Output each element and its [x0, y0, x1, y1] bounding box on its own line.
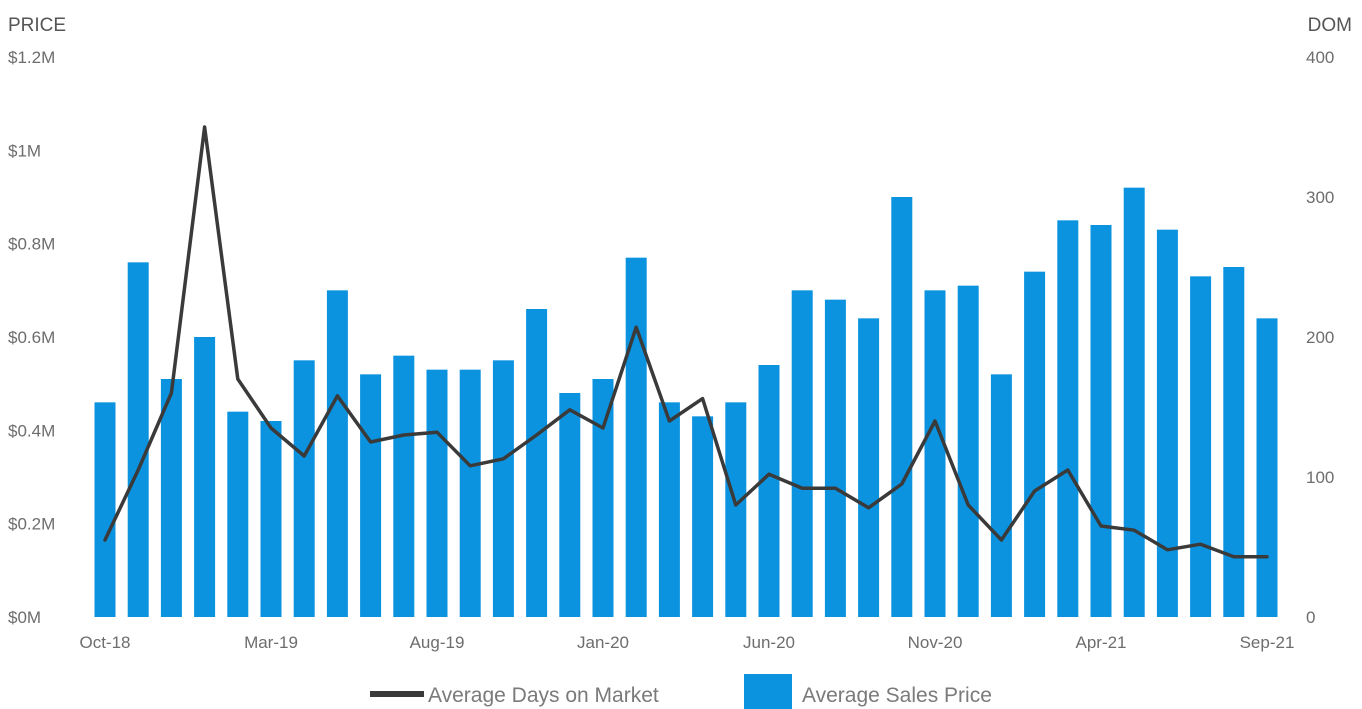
price-bar [227, 411, 249, 617]
price-bar [526, 309, 548, 617]
right-tick-label: 0 [1306, 608, 1315, 627]
x-axis-ticks: Oct-18 Mar-19 Aug-19 Jan-20 Jun-20 Nov-20 Apr-… [79, 633, 1294, 652]
price-bar [592, 379, 614, 617]
price-bar [426, 369, 448, 617]
x-tick-label: Mar-19 [244, 633, 298, 652]
price-bar [990, 374, 1012, 617]
x-tick-label: Nov-20 [908, 633, 963, 652]
legend-item-days-on-market: Average Days on Market [428, 684, 659, 707]
price-bar [1024, 271, 1046, 617]
price-bar [1223, 267, 1245, 617]
right-tick-label: 200 [1306, 328, 1334, 347]
x-tick-label: Jan-20 [577, 633, 629, 652]
price-bar [127, 262, 149, 617]
right-axis-title: DOM [1308, 15, 1352, 36]
left-tick-label: $0.8M [8, 235, 55, 254]
price-bar [393, 355, 415, 617]
price-bar [1190, 276, 1212, 617]
price-bar [725, 402, 747, 617]
left-tick-label: $0.4M [8, 421, 55, 440]
price-bar [692, 416, 714, 617]
left-tick-label: $1M [8, 141, 41, 160]
price-bar [293, 360, 315, 617]
price-bar [194, 337, 216, 617]
price-bar [1057, 220, 1079, 618]
x-tick-label: Aug-19 [410, 633, 465, 652]
price-bars [94, 187, 1278, 618]
price-bar [559, 393, 581, 617]
price-bar [824, 299, 846, 617]
x-tick-label: Oct-18 [79, 633, 130, 652]
left-axis-ticks: $0M $0.2M $0.4M $0.6M $0.8M $1M $1.2M [8, 48, 55, 627]
price-bar [858, 318, 880, 617]
price-bar [1123, 187, 1145, 617]
right-tick-label: 400 [1306, 48, 1334, 67]
x-tick-label: Sep-21 [1240, 633, 1295, 652]
price-bar [326, 290, 348, 617]
dom-line-group [103, 125, 1269, 559]
left-tick-label: $0.6M [8, 328, 55, 347]
price-bar [957, 285, 979, 617]
price-bar [492, 360, 514, 617]
left-axis-title: PRICE [8, 15, 66, 36]
price-bar [625, 257, 647, 617]
left-tick-label: $0M [8, 608, 41, 627]
left-tick-label: $1.2M [8, 48, 55, 67]
price-bar [260, 421, 282, 617]
price-bar [360, 374, 382, 617]
price-bar [1090, 225, 1112, 617]
price-bar [1256, 318, 1278, 617]
price-bar [459, 369, 481, 617]
price-bar [94, 402, 116, 617]
price-bar [1156, 229, 1178, 617]
legend-bar-swatch [744, 674, 792, 709]
price-bar [924, 290, 946, 617]
price-bar [160, 379, 182, 617]
right-tick-label: 100 [1306, 468, 1334, 487]
price-bar [791, 290, 813, 617]
price-bar [758, 365, 780, 617]
price-bar [658, 402, 680, 617]
days-on-market-line [103, 125, 1269, 559]
price-bar [891, 197, 913, 617]
legend: Average Days on Market Average Sales Pri… [370, 674, 992, 709]
legend-item-sales-price: Average Sales Price [802, 684, 992, 707]
legend-line-swatch [370, 691, 424, 697]
x-tick-label: Apr-21 [1075, 633, 1126, 652]
left-tick-label: $0.2M [8, 515, 55, 534]
right-tick-label: 300 [1306, 188, 1334, 207]
right-axis-ticks: 0 100 200 300 400 [1306, 48, 1334, 627]
x-tick-label: Jun-20 [743, 633, 795, 652]
